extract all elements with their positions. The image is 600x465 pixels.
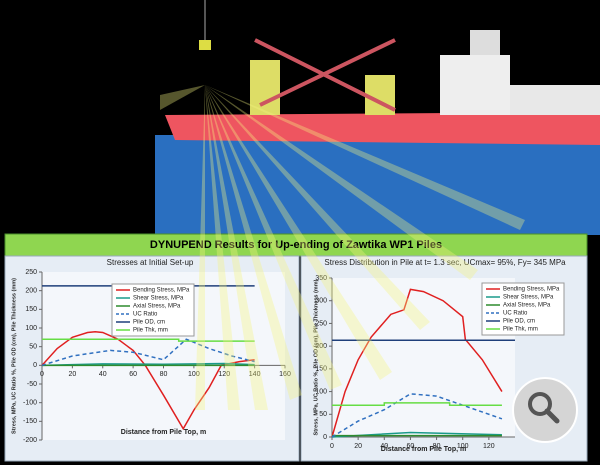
beam <box>205 85 268 410</box>
y-tick-label: -100 <box>23 400 37 407</box>
y-axis-label: Stress, MPa, UC Ratio %, Pile OD (cm), P… <box>313 279 319 435</box>
beam <box>205 85 525 230</box>
legend-label: Bending Stress, MPa <box>503 287 560 293</box>
legend-label: UC Ratio <box>503 311 528 317</box>
y-tick-label: 200 <box>25 288 37 295</box>
y-tick-label: 300 <box>315 298 327 305</box>
x-tick-label: 40 <box>380 443 388 450</box>
y-axis-label: Stress, MPa, UC Ratio %, Pile OD (cm), P… <box>11 278 17 434</box>
y-tick-label: 150 <box>315 366 327 373</box>
y-tick-label: 250 <box>25 269 37 276</box>
x-tick-label: 60 <box>407 443 415 450</box>
legend-label: Pile Thk, mm <box>133 328 168 334</box>
legend: Bending Stress, MPa Shear Stress, MPa Axia… <box>481 282 565 336</box>
x-tick-label: 100 <box>457 443 469 450</box>
y-tick-label: 50 <box>319 411 327 418</box>
x-tick-label: 40 <box>99 371 107 378</box>
x-axis-label: Distance from Pile Top, m <box>381 446 466 453</box>
beam <box>205 85 392 380</box>
legend-label: Pile OD, cm <box>133 320 165 326</box>
y-tick-label: 350 <box>315 275 327 282</box>
y-tick-label: 50 <box>29 344 37 351</box>
beam <box>205 85 430 330</box>
y-tick-label: -150 <box>23 418 37 425</box>
y-tick-label: 100 <box>315 388 327 395</box>
x-tick-label: 20 <box>354 443 362 450</box>
chart-title: Stresses at Initial Set-up <box>107 258 194 267</box>
crane-boom <box>259 38 396 107</box>
legend-box <box>481 282 565 336</box>
deck <box>510 85 600 115</box>
bridge <box>470 30 500 55</box>
legend: Bending Stress, MPa Shear Stress, MPa Axia… <box>111 283 195 337</box>
series-line <box>42 338 255 342</box>
x-tick-label: 0 <box>330 443 334 450</box>
beam <box>195 85 205 410</box>
beam <box>160 85 205 110</box>
header-title: DYNUPEND Results for Up-ending of Zawtik… <box>150 239 442 251</box>
y-tick-label: 0 <box>33 362 37 369</box>
legend-label: Shear Stress, MPa <box>503 295 554 301</box>
charts: Stresses at Initial Set-up -200 -150 -100 -5… <box>11 258 566 453</box>
sea <box>155 135 600 235</box>
series-line <box>332 402 502 406</box>
x-tick-label: 60 <box>129 371 137 378</box>
series-line <box>41 362 255 367</box>
legend-label: Shear Stress, MPa <box>133 296 184 302</box>
beam <box>205 85 240 410</box>
x-tick-label: 160 <box>279 371 291 378</box>
y-tick-label: 100 <box>25 325 37 332</box>
superstructure <box>440 55 510 115</box>
x-tick-label: 80 <box>433 443 441 450</box>
x-tick-label: 80 <box>160 371 168 378</box>
zoom-lens <box>528 392 552 416</box>
x-tick-label: 120 <box>218 371 230 378</box>
legend-box <box>111 283 195 337</box>
chart-title: Stress Distribution in Pile at t= 1.3 se… <box>324 258 566 267</box>
y-tick-label: 200 <box>315 343 327 350</box>
legend-label: Bending Stress, MPa <box>133 288 190 294</box>
hook <box>199 40 211 50</box>
y-tick-label: -50 <box>27 381 37 388</box>
legend-label: UC Ratio <box>133 312 158 318</box>
light-beams <box>160 85 525 410</box>
beam <box>205 85 342 390</box>
crane-tower <box>250 60 280 115</box>
zoom-handle <box>544 408 560 424</box>
x-axis-label: Distance from Pile Top, m <box>121 429 206 436</box>
hull <box>165 112 600 145</box>
x-tick-label: 120 <box>483 443 495 450</box>
y-tick-label: 250 <box>315 320 327 327</box>
beam <box>205 85 478 280</box>
legend-label: Axial Stress, MPa <box>503 303 551 309</box>
x-tick-label: 100 <box>188 371 200 378</box>
legend-label: Pile Thk, mm <box>503 327 538 333</box>
y-tick-label: 0 <box>323 434 327 441</box>
zoom-button[interactable] <box>512 377 578 443</box>
series-line <box>41 338 255 367</box>
beam <box>205 85 302 400</box>
x-tick-label: 140 <box>249 371 261 378</box>
legend-label: Axial Stress, MPa <box>133 304 181 310</box>
x-tick-label: 20 <box>68 371 76 378</box>
series-line <box>331 288 503 438</box>
legend-label: Pile OD, cm <box>503 319 535 325</box>
y-tick-label: -200 <box>23 437 37 444</box>
series-line <box>41 330 255 431</box>
y-tick-label: 150 <box>25 306 37 313</box>
